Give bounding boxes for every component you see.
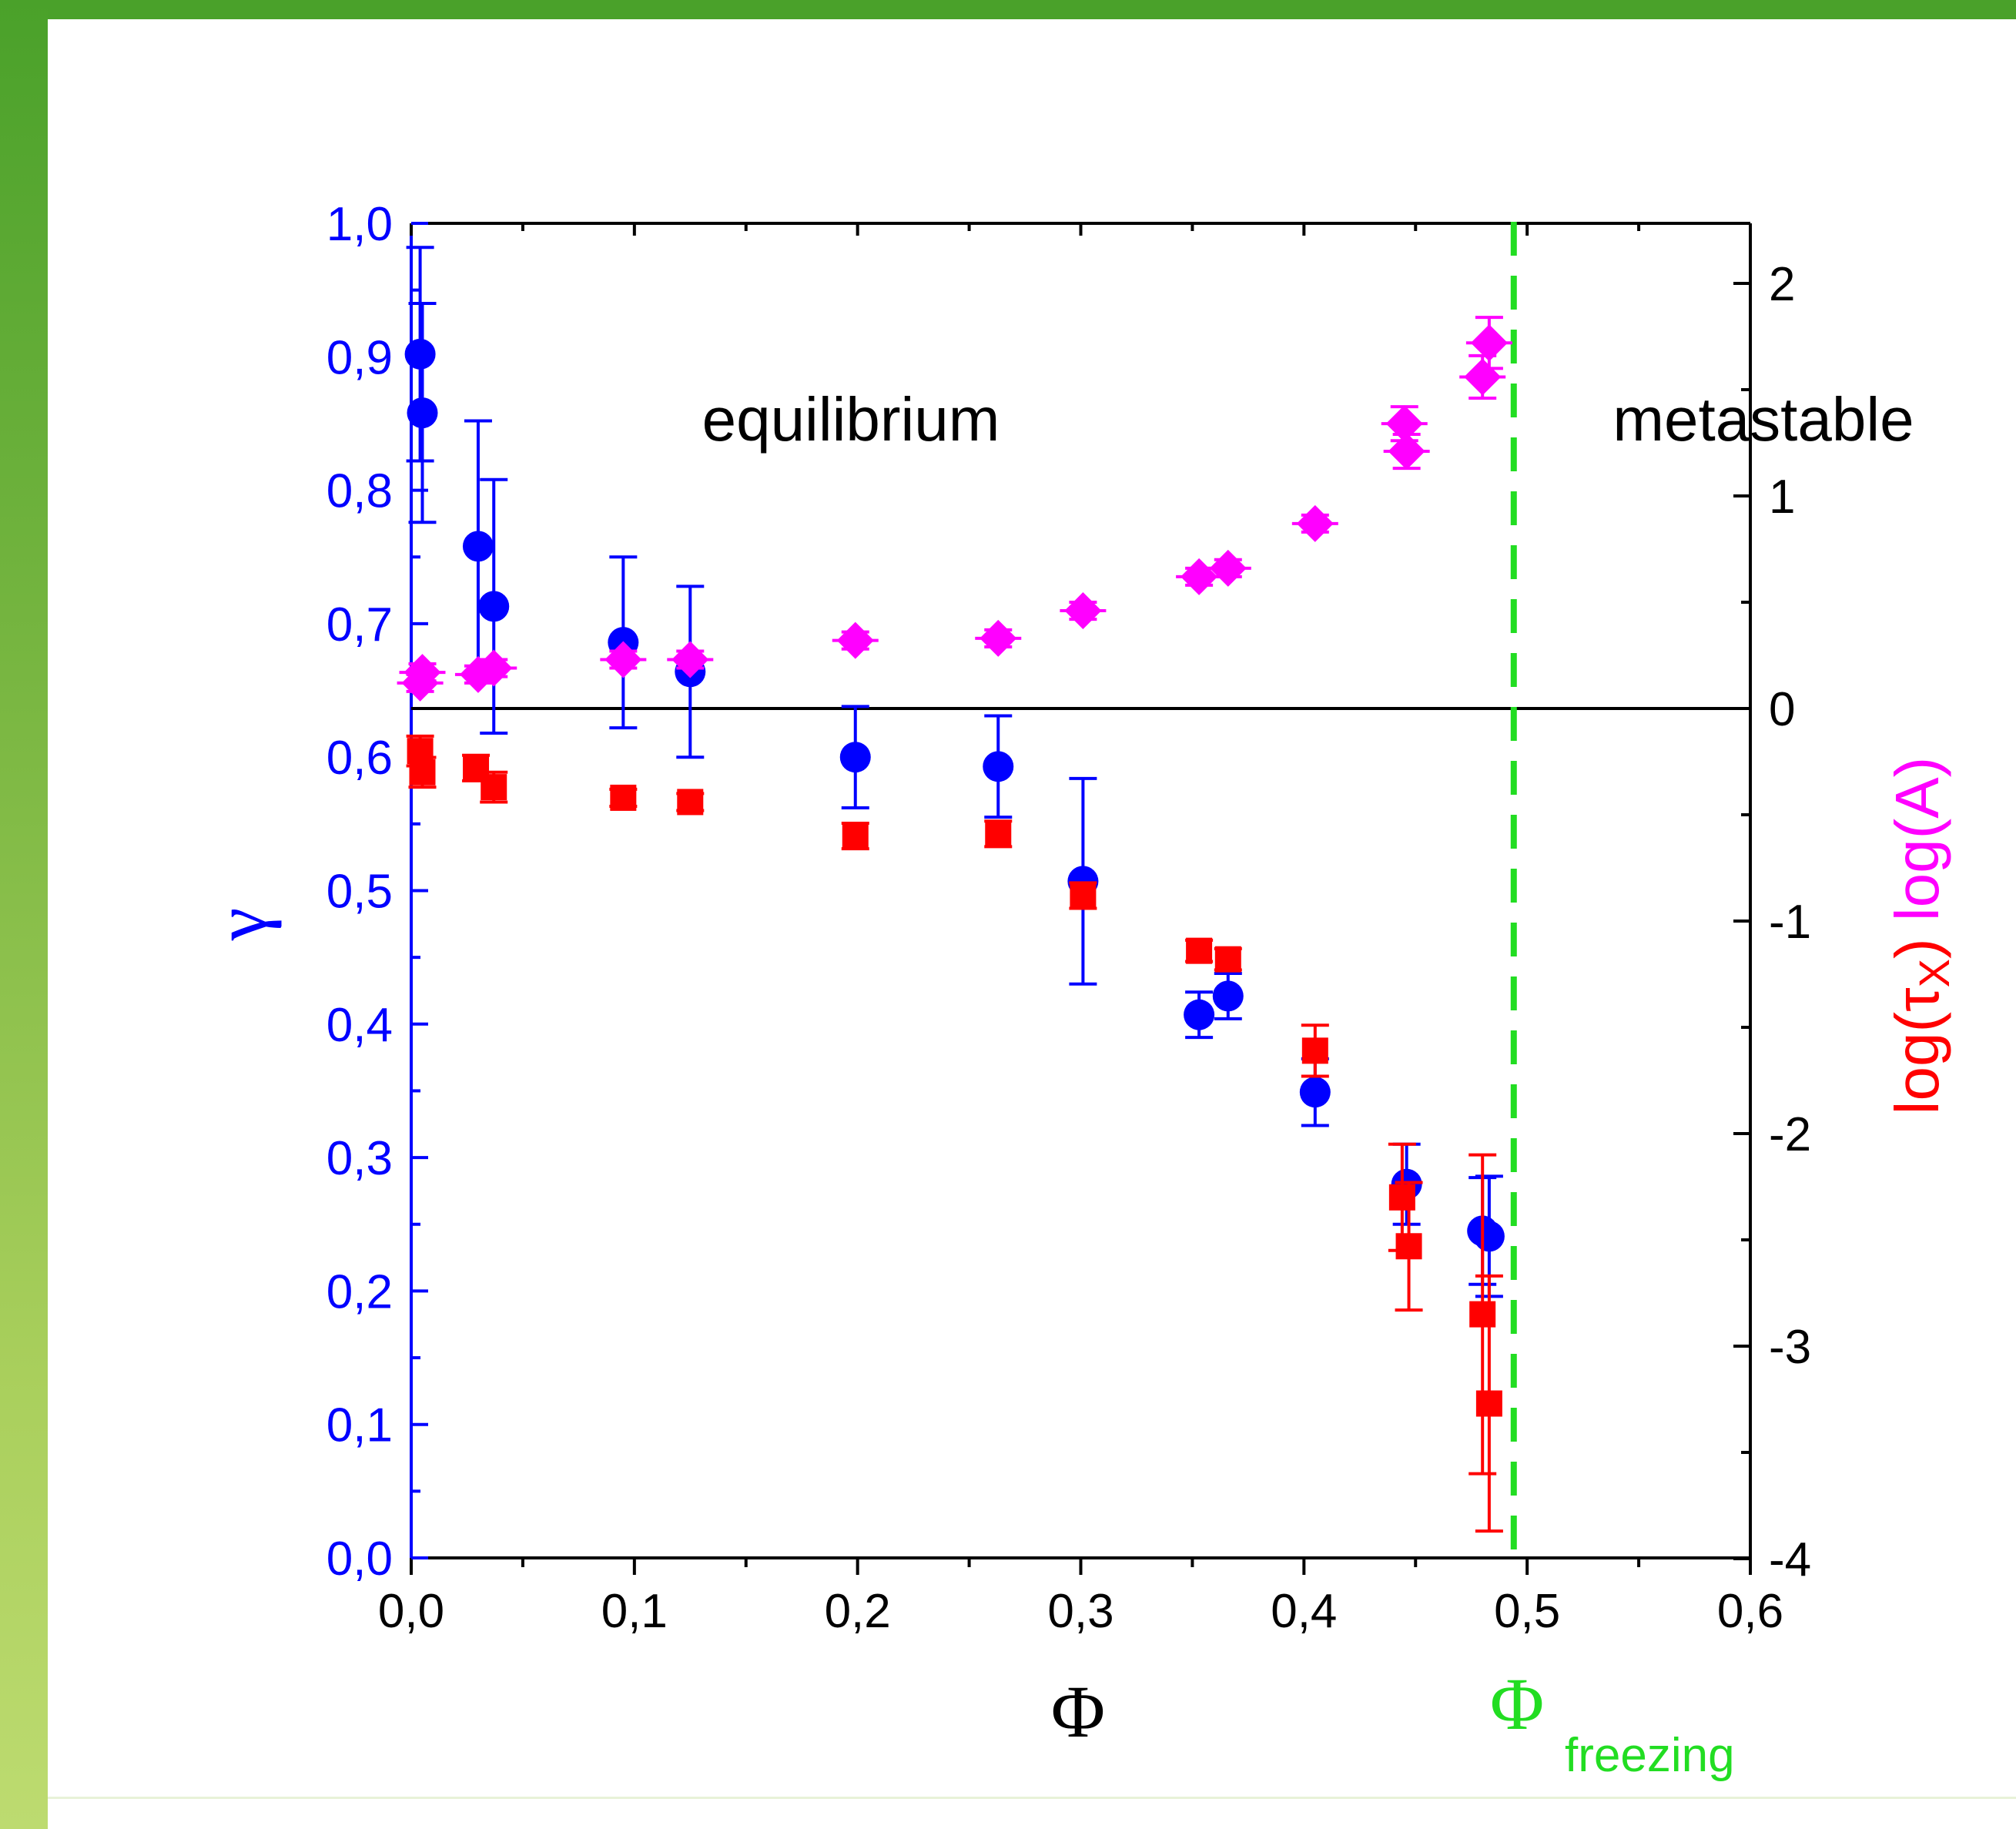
tau-point: [1388, 1184, 1415, 1211]
frame-top-bar: [0, 0, 2016, 19]
y-right-tick-label: 2: [1769, 258, 1795, 311]
gamma-point: [462, 531, 494, 562]
tau-point: [409, 759, 436, 786]
tau-point: [1395, 1233, 1422, 1260]
y-axis-label-right-A: log(A): [1883, 757, 1951, 939]
y-axis-label-right-sub: X: [1910, 959, 1958, 987]
x-tick-label: 0,0: [378, 1585, 444, 1638]
gamma-point: [404, 338, 436, 370]
gamma-point: [1473, 1221, 1505, 1252]
y-right-tick-label: -4: [1769, 1533, 1811, 1586]
text-layer: equilibrium metastable Φ γ log(τX) log(A…: [199, 198, 1958, 1782]
y-left-tick-label: 0,8: [327, 465, 393, 518]
y-right-tick-label: 1: [1769, 471, 1795, 524]
y-right-tick-label: -3: [1769, 1321, 1811, 1374]
y-axis-label-right: log(τX) log(A): [1883, 757, 1958, 1115]
x-tick-label: 0,6: [1717, 1585, 1783, 1638]
tau-point: [1469, 1301, 1496, 1328]
y-left-tick-label: 1,0: [327, 198, 393, 251]
gamma-point: [478, 591, 510, 622]
annotation-metastable: metastable: [1612, 385, 1914, 454]
x-tick-label: 0,3: [1047, 1585, 1113, 1638]
y-right-tick-label: -1: [1769, 896, 1811, 949]
gamma-point: [407, 397, 438, 429]
gamma-point: [1299, 1077, 1331, 1108]
tau-point: [985, 820, 1012, 847]
tau-point: [1070, 882, 1097, 909]
y-axis-label-left: γ: [199, 908, 282, 941]
y-right-tick-label: -2: [1769, 1108, 1811, 1161]
y-axis-label-right-close: ): [1883, 938, 1951, 959]
gamma-point: [1212, 980, 1244, 1012]
annotation-equilibrium: equilibrium: [702, 385, 1000, 454]
tau-point: [842, 822, 869, 849]
tau-point: [1301, 1037, 1328, 1064]
y-left-tick-label: 0,3: [327, 1132, 393, 1185]
series-layer: [397, 246, 1512, 1533]
y-left-tick-label: 0,4: [327, 999, 393, 1052]
tau-point: [1214, 946, 1241, 973]
frame-bottom-line: [48, 1797, 2016, 1799]
y-right-tick-label: 0: [1769, 683, 1795, 736]
tau-point: [1186, 937, 1213, 964]
y-axis-label-right-tau: log(τ: [1883, 987, 1951, 1114]
y-left-tick-label: 0,2: [327, 1265, 393, 1318]
axes-layer: [410, 222, 1752, 1575]
frame-left-bar: [0, 0, 48, 1829]
gamma-point: [1184, 999, 1215, 1030]
y-left-tick-label: 0,5: [327, 866, 393, 919]
y-left-tick-label: 0,1: [327, 1399, 393, 1452]
tau-point: [481, 774, 507, 801]
y-left-tick-label: 0,9: [327, 331, 393, 384]
x-tick-label: 0,2: [825, 1585, 891, 1638]
x-tick-label: 0,4: [1271, 1585, 1337, 1638]
x-tick-label: 0,5: [1494, 1585, 1560, 1638]
x-tick-label: 0,1: [601, 1585, 668, 1638]
y-left-tick-label: 0,7: [327, 598, 393, 652]
gamma-point: [839, 742, 871, 773]
tau-point: [1475, 1390, 1502, 1417]
freezing-label: Φ: [1490, 1663, 1544, 1745]
tau-point: [677, 789, 704, 816]
gamma-point: [983, 751, 1014, 782]
y-left-tick-label: 0,6: [327, 732, 393, 785]
y-left-tick-label: 0,0: [327, 1533, 393, 1586]
freezing-symbol: Φ: [1490, 1663, 1544, 1745]
tau-point: [610, 784, 637, 811]
freezing-subscript: freezing: [1565, 1729, 1735, 1782]
x-axis-label: Φ: [1051, 1670, 1105, 1753]
